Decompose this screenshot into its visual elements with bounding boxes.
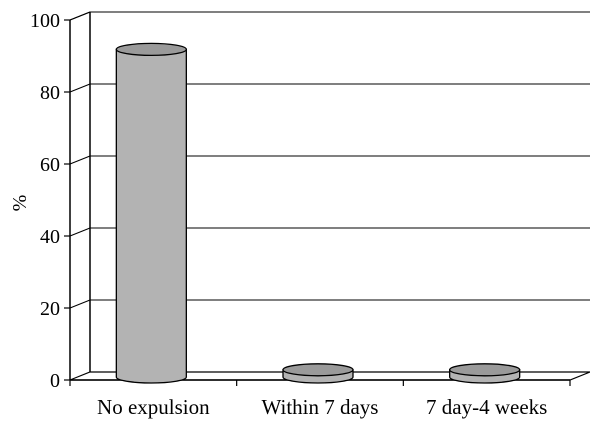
y-axis-title: % bbox=[9, 195, 31, 212]
y-tick-label-40: 40 bbox=[40, 226, 60, 248]
y-tick-label-80: 80 bbox=[40, 82, 60, 104]
y-tick-label-100: 100 bbox=[30, 10, 60, 32]
bars bbox=[115, 42, 521, 384]
wall-top-edge bbox=[69, 11, 91, 21]
y-tick-label-60: 60 bbox=[40, 154, 60, 176]
y-tick-label-20: 20 bbox=[40, 298, 60, 320]
x-category-label-2: 7 day-4 weeks bbox=[426, 395, 547, 419]
x-category-label-0: No expulsion bbox=[97, 395, 210, 419]
bar-body-0 bbox=[115, 48, 187, 384]
bar-1 bbox=[282, 363, 354, 384]
x-category-label-1: Within 7 days bbox=[262, 395, 379, 419]
y-tick-labels: 0 20 40 60 80 100 bbox=[30, 10, 60, 392]
gridline-wall-40 bbox=[69, 227, 91, 237]
bar-2 bbox=[449, 363, 521, 384]
bar-top-0 bbox=[115, 42, 187, 57]
gridline-wall-60 bbox=[69, 155, 91, 165]
gridline-wall-80 bbox=[69, 83, 91, 93]
x-category-labels: No expulsion Within 7 days 7 day-4 weeks bbox=[97, 395, 547, 419]
bar-top-1 bbox=[282, 363, 354, 377]
y-tick-label-0: 0 bbox=[50, 370, 60, 392]
gridline-wall-20 bbox=[69, 299, 91, 309]
bar-top-2 bbox=[449, 363, 521, 377]
bar-0 bbox=[115, 42, 187, 384]
